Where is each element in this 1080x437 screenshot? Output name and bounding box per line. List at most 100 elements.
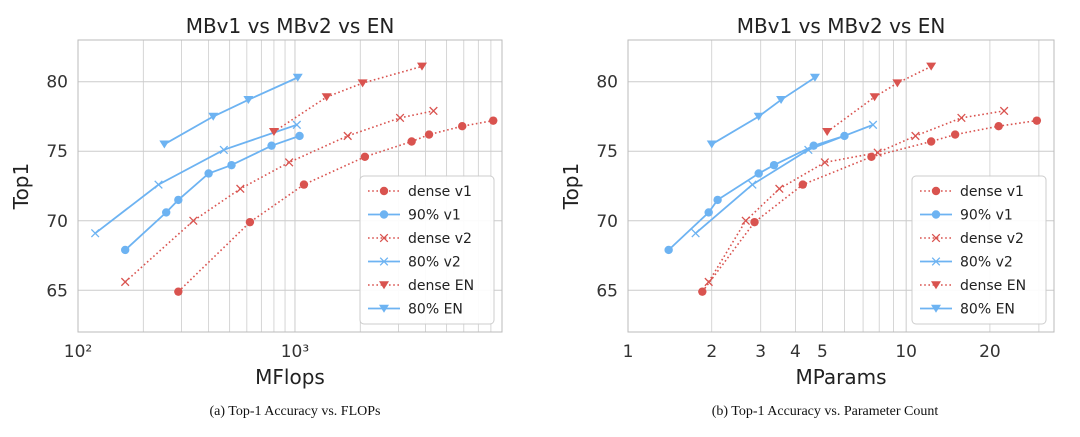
data-point xyxy=(822,128,833,137)
series-line xyxy=(695,123,874,234)
legend-label: dense v1 xyxy=(960,184,1024,200)
legend-marker xyxy=(931,186,941,196)
chart-flops: 65 70 75 80 10² 10³ MBv1 vs MBv2 vs EN MFlops To… xyxy=(9,14,503,389)
data-point xyxy=(741,216,750,226)
data-point xyxy=(776,96,787,105)
caption-a: (a) Top-1 Accuracy vs. FLOPs xyxy=(209,404,381,419)
legend-marker xyxy=(931,281,941,290)
data-point xyxy=(219,145,229,155)
data-point xyxy=(798,180,807,189)
y-tick-label: 65 xyxy=(46,281,68,301)
legend-marker xyxy=(931,233,941,243)
legend-marker xyxy=(379,210,389,219)
data-point xyxy=(1032,116,1042,125)
data-point xyxy=(343,131,352,141)
data-point xyxy=(804,145,813,155)
y-axis-label: Top1 xyxy=(9,163,33,210)
legend: dense v1 90% v1 dense v2 80% v2 dense EN 80% … xyxy=(359,175,495,325)
data-point xyxy=(227,160,236,170)
x-tick-label: 1 xyxy=(623,342,634,362)
data-point xyxy=(236,184,245,194)
data-point xyxy=(754,169,763,178)
y-tick-label: 65 xyxy=(596,281,618,301)
y-tick-label: 80 xyxy=(46,73,68,93)
data-point xyxy=(429,106,438,116)
data-point xyxy=(424,130,434,139)
legend-label: dense EN xyxy=(960,278,1026,294)
data-point xyxy=(208,112,219,121)
data-point xyxy=(704,208,713,217)
series-line xyxy=(711,76,816,146)
data-point xyxy=(416,62,427,71)
legend-label: 90% v1 xyxy=(960,208,1013,224)
data-point xyxy=(820,158,830,167)
data-point xyxy=(911,131,920,141)
y-tick-label: 80 xyxy=(596,73,618,93)
legend-box xyxy=(359,175,495,325)
data-point xyxy=(926,137,936,146)
legend-marker xyxy=(379,233,389,243)
data-point xyxy=(957,113,966,123)
x-tick-label: 3 xyxy=(755,342,766,362)
legend-label: 80% EN xyxy=(408,302,463,318)
legend-marker xyxy=(379,257,389,266)
data-point xyxy=(292,120,302,130)
data-point xyxy=(664,245,673,255)
legend-label: 90% v1 xyxy=(408,208,461,224)
data-point xyxy=(360,152,370,161)
data-point xyxy=(357,79,368,88)
chart-params: 65 70 75 80 1 2 3 4 5 10 20 MBv1 vs MBv2 vs EN MPara… xyxy=(559,14,1055,389)
data-point xyxy=(395,113,405,123)
x-tick-label: 5 xyxy=(817,342,828,362)
chart-title: MBv1 vs MBv2 vs EN xyxy=(737,14,946,38)
data-point xyxy=(321,93,332,102)
y-tick-label: 70 xyxy=(596,212,618,232)
caption-b: (b) Top-1 Accuracy vs. Parameter Count xyxy=(711,404,939,419)
y-axis-label: Top1 xyxy=(559,163,583,210)
data-point xyxy=(873,148,882,157)
data-point xyxy=(90,229,100,238)
data-point xyxy=(489,116,498,125)
data-point xyxy=(713,195,722,205)
data-point xyxy=(748,180,757,189)
data-point xyxy=(706,140,717,149)
data-point xyxy=(284,158,294,167)
data-point xyxy=(950,130,960,139)
data-point xyxy=(868,120,878,130)
data-point xyxy=(243,96,254,105)
x-tick-label: 20 xyxy=(979,342,1001,362)
legend-marker xyxy=(931,304,941,313)
data-point xyxy=(174,287,183,296)
series-line xyxy=(701,119,1037,293)
legend-label: 80% v2 xyxy=(960,255,1013,271)
data-point xyxy=(292,73,303,82)
data-point xyxy=(407,137,416,146)
data-point xyxy=(869,93,880,102)
x-tick-label: 2 xyxy=(706,342,717,362)
x-tick-label: 10 xyxy=(895,342,917,362)
data-point xyxy=(174,195,183,205)
x-tick-label: 10³ xyxy=(281,342,309,362)
plot-frame xyxy=(627,39,1055,333)
legend-label: dense v2 xyxy=(408,231,472,247)
series-line xyxy=(177,119,494,293)
data-point xyxy=(809,73,820,82)
data-point xyxy=(775,184,784,194)
data-point xyxy=(769,160,779,170)
legend-box xyxy=(911,175,1047,325)
data-point xyxy=(295,131,304,141)
data-point xyxy=(245,217,255,227)
data-point xyxy=(120,277,130,287)
y-tick-label: 75 xyxy=(46,142,68,162)
data-point xyxy=(892,79,903,88)
legend-label: dense v1 xyxy=(408,184,472,200)
series-line xyxy=(826,65,932,133)
legend-marker xyxy=(931,257,941,266)
data-point xyxy=(753,112,764,121)
legend-label: 80% v2 xyxy=(408,255,461,271)
data-point xyxy=(999,106,1009,116)
legend-marker xyxy=(931,210,941,219)
data-point xyxy=(154,180,163,189)
legend-marker xyxy=(379,304,389,313)
data-point xyxy=(159,140,170,149)
